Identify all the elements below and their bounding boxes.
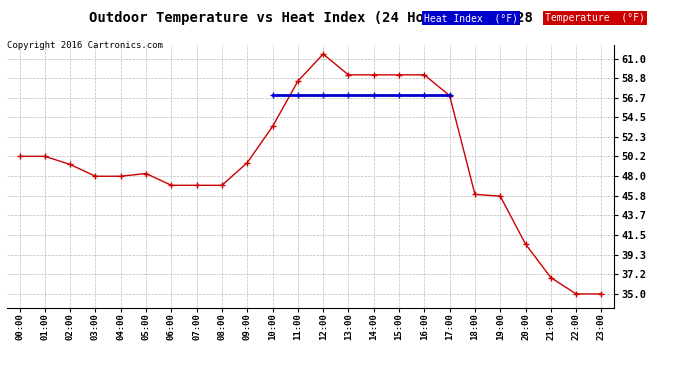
Text: Temperature  (°F): Temperature (°F) [545, 13, 645, 23]
Text: Heat Index  (°F): Heat Index (°F) [424, 13, 518, 23]
Text: Outdoor Temperature vs Heat Index (24 Hours) 20160228: Outdoor Temperature vs Heat Index (24 Ho… [88, 11, 533, 25]
Text: Copyright 2016 Cartronics.com: Copyright 2016 Cartronics.com [7, 41, 163, 50]
